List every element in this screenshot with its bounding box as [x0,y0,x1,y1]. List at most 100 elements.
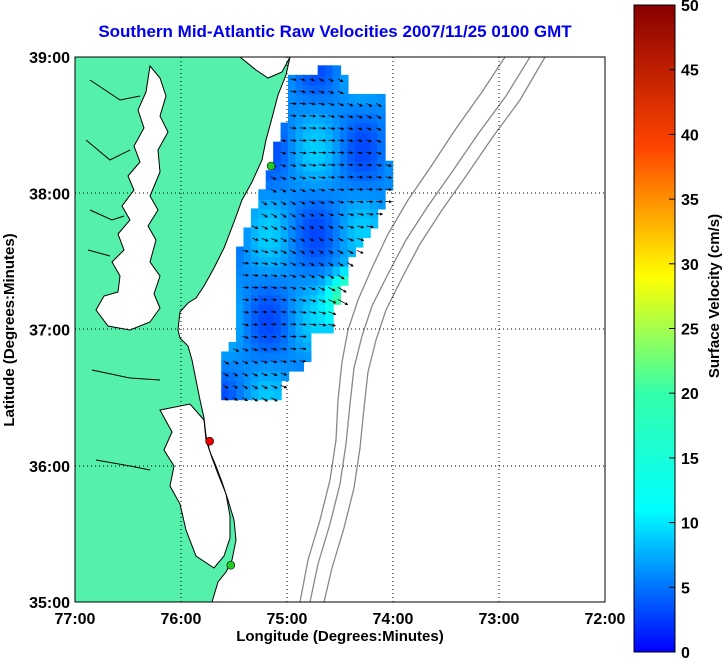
velocity-cell [325,141,334,153]
velocity-cell [377,113,386,124]
colorbar-tick-label: 45 [681,63,699,80]
velocity-cell [302,122,312,134]
velocity-arrow [270,360,278,364]
velocity-arrow [366,127,372,131]
velocity-cell [377,151,386,162]
velocity-cell [295,332,305,343]
velocity-arrow [223,372,229,377]
velocity-arrow [318,102,326,106]
velocity-cell [325,237,334,248]
y-tick-label: 39:00 [29,50,70,67]
velocity-cell [347,141,356,153]
velocity-cell [250,227,260,239]
velocity-arrow [280,225,287,230]
velocity-cell [332,93,342,105]
velocity-cell [295,360,305,372]
velocity-cell [258,265,267,277]
velocity-cell [243,237,253,248]
velocity-cell [273,389,282,401]
velocity-cell [302,256,312,267]
velocity-cell [250,217,260,229]
velocity-cell [228,351,238,363]
velocity-cell [339,256,349,267]
velocity-arrow [299,138,307,143]
velocity-arrow [328,102,335,106]
velocity-cell [317,284,327,296]
velocity-cell [288,275,297,286]
velocity-cell [288,93,297,105]
velocity-cell [265,322,275,334]
velocity-cell [265,208,275,219]
velocity-arrow [261,372,268,377]
velocity-arrow [251,261,259,265]
velocity-cell [332,113,342,124]
velocity-arrow [356,115,363,119]
velocity-arrow [337,200,345,204]
velocity-cell [265,189,275,200]
velocity-cell [258,380,267,391]
velocity-arrow [271,335,277,339]
velocity-arrow [290,77,297,82]
velocity-cell [302,198,312,210]
velocity-arrow [318,237,324,242]
velocity-arrow [328,225,334,229]
velocity-cell [332,151,342,162]
velocity-arrow [328,188,335,192]
velocity-cell [325,113,334,124]
velocity-cell [362,103,371,115]
velocity-cell [362,132,371,143]
velocity-field [221,65,394,402]
velocity-arrow [280,188,287,193]
velocity-cell [317,65,327,76]
velocity-arrow [318,311,327,315]
velocity-arrow [271,286,278,290]
velocity-arrow [261,201,268,206]
velocity-arrow [280,176,287,180]
velocity-cell [265,265,275,277]
velocity-cell [265,380,275,391]
bathymetry-contour [323,57,546,602]
velocity-cell [339,160,349,172]
velocity-cell [236,360,245,372]
velocity-arrow [251,249,259,253]
velocity-cell [377,198,386,210]
velocity-cell [273,332,282,343]
velocity-arrow [328,213,335,217]
velocity-cell [250,256,260,267]
velocity-cell [295,151,305,162]
velocity-arrow [280,274,288,278]
velocity-cell [347,103,356,115]
velocity-cell [273,360,282,372]
velocity-arrow [309,102,316,106]
velocity-cell [250,275,260,286]
station-markers [205,161,276,570]
velocity-arrow [376,212,384,216]
velocity-arrow [251,348,259,352]
velocity-arrow [251,225,259,230]
velocity-cell [325,170,334,181]
velocity-arrow [223,397,229,401]
velocity-cell [347,246,356,258]
velocity-arrow [261,347,268,351]
velocity-cell [354,141,364,153]
velocity-cell [325,256,334,267]
velocity-cell [377,93,386,105]
velocity-cell [332,179,342,191]
velocity-arrow [328,274,335,279]
velocity-cell [288,313,297,324]
velocity-arrow [299,310,307,314]
velocity-arrow [280,262,288,266]
velocity-cell [310,151,319,162]
x-tick-label: 76:00 [161,611,202,628]
velocity-cell [347,160,356,172]
velocity-arrow [261,360,268,364]
velocity-arrow [280,298,287,302]
velocity-cell [310,179,319,191]
velocity-cell [273,294,282,305]
velocity-cell [221,380,230,391]
velocity-cell [325,189,334,200]
velocity-cell [295,170,305,181]
velocity-cell [339,227,349,239]
velocity-arrow [299,151,307,155]
